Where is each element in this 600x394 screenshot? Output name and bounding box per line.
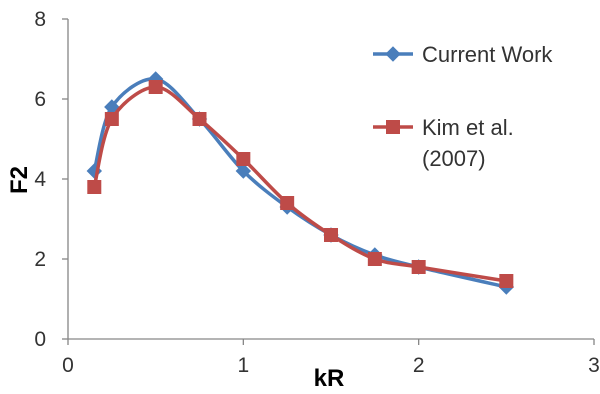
y-axis-title: F2 <box>6 166 33 194</box>
series-line <box>92 77 509 289</box>
legend-marker-swatch <box>386 120 400 134</box>
legend-label: Current Work <box>422 42 553 67</box>
data-point-marker <box>235 163 252 179</box>
axes <box>62 18 595 345</box>
data-point-marker <box>280 196 295 210</box>
data-point-marker <box>236 152 251 166</box>
data-point-marker <box>87 180 102 194</box>
x-tick-label: 1 <box>237 354 249 377</box>
plot-area <box>86 71 515 295</box>
legend: Current Work Kim et al. (2007) <box>373 42 553 171</box>
x-tick-label: 2 <box>413 354 425 377</box>
data-point-marker <box>324 228 338 242</box>
data-point-marker <box>499 274 514 288</box>
series-0 <box>86 71 515 295</box>
x-tick-label: 3 <box>588 354 600 377</box>
y-tick-label: 6 <box>34 88 46 111</box>
legend-marker-swatch <box>385 46 401 62</box>
legend-entry-1: Kim et al. (2007) <box>373 115 514 171</box>
series-line <box>92 85 509 283</box>
data-point-marker <box>148 80 163 94</box>
legend-label: Kim et al. <box>422 115 514 140</box>
y-tick-label: 8 <box>34 8 46 31</box>
legend-entry-0: Current Work <box>373 42 553 67</box>
legend-label: (2007) <box>422 146 486 171</box>
y-tick-label: 2 <box>34 248 46 271</box>
y-tick-label: 0 <box>34 328 46 351</box>
y-tick-label: 4 <box>34 168 46 191</box>
tick-labels: 0 2 4 6 8 0 1 2 3 <box>34 8 600 377</box>
x-tick-label: 0 <box>62 354 74 377</box>
data-point-marker <box>411 260 426 274</box>
x-axis-title: kR <box>314 365 345 389</box>
data-point-marker <box>192 112 207 126</box>
series-1 <box>87 80 514 288</box>
data-point-marker <box>104 112 119 126</box>
data-point-marker <box>367 252 382 266</box>
